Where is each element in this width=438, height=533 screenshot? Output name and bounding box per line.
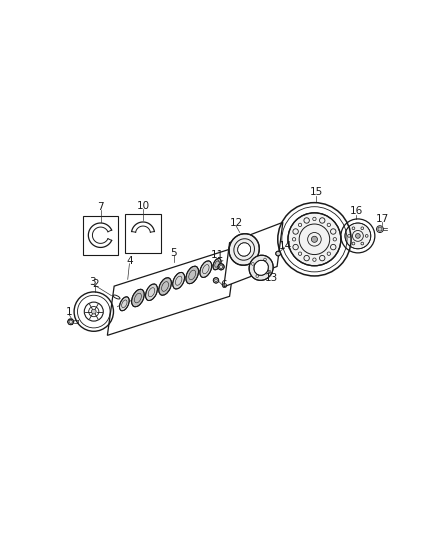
Ellipse shape: [254, 260, 268, 276]
Circle shape: [378, 227, 382, 231]
Ellipse shape: [159, 278, 171, 295]
Text: 4: 4: [126, 256, 133, 266]
Circle shape: [356, 233, 360, 238]
Ellipse shape: [238, 243, 251, 256]
Text: 2: 2: [92, 279, 99, 289]
Text: 15: 15: [310, 188, 323, 197]
Ellipse shape: [249, 255, 273, 280]
Ellipse shape: [229, 233, 259, 265]
Text: 10: 10: [137, 201, 149, 211]
Circle shape: [345, 223, 371, 249]
Polygon shape: [224, 222, 283, 287]
Bar: [83, 216, 118, 255]
Text: 11: 11: [210, 251, 224, 260]
Text: 6: 6: [220, 280, 227, 290]
Ellipse shape: [131, 289, 144, 307]
Text: 17: 17: [375, 214, 389, 224]
Text: 5: 5: [170, 248, 177, 258]
Circle shape: [92, 309, 96, 314]
Text: 16: 16: [350, 206, 363, 216]
Ellipse shape: [145, 284, 157, 301]
Text: 14: 14: [279, 241, 292, 251]
Ellipse shape: [120, 297, 129, 311]
Text: 12: 12: [230, 219, 243, 228]
Circle shape: [288, 213, 341, 266]
Text: 1: 1: [66, 306, 72, 317]
Circle shape: [213, 278, 219, 283]
Circle shape: [311, 236, 318, 243]
Circle shape: [69, 320, 72, 324]
Bar: [125, 214, 161, 253]
Text: 7: 7: [97, 203, 104, 212]
Text: 3: 3: [89, 277, 96, 287]
Circle shape: [276, 251, 280, 256]
Text: 13: 13: [265, 273, 278, 283]
Ellipse shape: [213, 259, 221, 270]
Ellipse shape: [186, 266, 198, 284]
Circle shape: [218, 264, 224, 270]
Ellipse shape: [173, 272, 184, 289]
Ellipse shape: [200, 261, 212, 278]
Polygon shape: [107, 247, 237, 335]
